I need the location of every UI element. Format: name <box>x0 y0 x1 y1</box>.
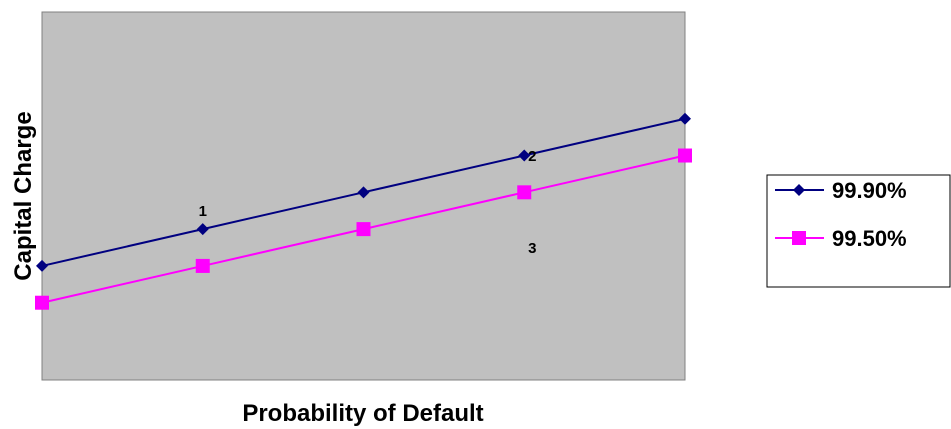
series-1 <box>35 148 692 310</box>
series-layer <box>35 112 692 310</box>
legend-marker <box>793 184 805 196</box>
annotation-label: 3 <box>528 240 536 257</box>
legend-item: 99.90% <box>775 178 907 203</box>
legend-label: 99.50% <box>832 226 907 251</box>
data-point <box>357 186 370 199</box>
data-point <box>518 149 531 162</box>
annotation-layer: 1 2 3 <box>199 148 537 257</box>
legend-item: 99.50% <box>775 226 907 251</box>
annotation-label: 1 <box>199 203 207 220</box>
legend: 99.90% 99.50% <box>766 174 951 288</box>
annotation-label: 2 <box>528 148 536 165</box>
data-point <box>195 258 210 273</box>
x-axis-title: Probability of Default <box>242 400 483 427</box>
legend-label: 99.90% <box>832 178 907 203</box>
data-point <box>35 295 49 310</box>
data-point <box>356 222 371 237</box>
data-point <box>679 112 691 125</box>
data-point <box>36 259 48 272</box>
data-point <box>196 223 209 236</box>
legend-marker <box>792 231 806 245</box>
data-point <box>678 148 692 163</box>
data-point <box>517 185 532 200</box>
y-axis-title: Capital Charge <box>10 111 37 280</box>
series-0 <box>36 112 691 272</box>
